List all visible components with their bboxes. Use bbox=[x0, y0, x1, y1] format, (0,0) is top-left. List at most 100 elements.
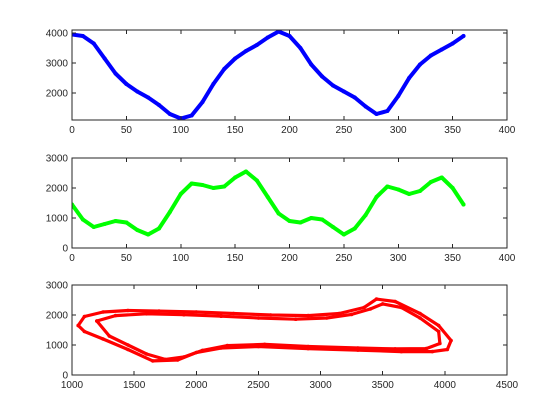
data-point bbox=[450, 41, 455, 46]
data-point bbox=[233, 175, 238, 180]
data-point bbox=[182, 355, 186, 359]
x-tick-label: 350 bbox=[444, 125, 461, 136]
data-point bbox=[146, 95, 151, 100]
data-point bbox=[363, 104, 368, 109]
x-tick-label: 1000 bbox=[61, 380, 84, 391]
data-point bbox=[244, 49, 248, 53]
data-layer bbox=[72, 169, 466, 237]
x-tick-label: 4500 bbox=[496, 380, 519, 391]
x-tick-label: 3500 bbox=[372, 380, 395, 391]
data-point bbox=[362, 305, 366, 310]
data-point bbox=[222, 184, 227, 189]
x-tick-label: 300 bbox=[390, 125, 407, 136]
data-point bbox=[211, 186, 216, 190]
data-point bbox=[436, 329, 441, 334]
series-3-1 bbox=[76, 297, 453, 363]
subplot-1: 0 50 100 150 200 250 300 350 400 2000 3000 4000 bbox=[46, 29, 516, 137]
data-point bbox=[222, 67, 227, 71]
y-tick-label: 4000 bbox=[46, 29, 69, 40]
x-tick-label: 300 bbox=[390, 253, 407, 264]
data-point bbox=[211, 82, 216, 86]
x-tick-label: 2000 bbox=[185, 380, 208, 391]
data-point bbox=[418, 316, 422, 320]
data-point bbox=[407, 76, 412, 80]
data-point bbox=[428, 53, 433, 58]
data-point bbox=[219, 314, 223, 319]
data-point bbox=[80, 34, 85, 38]
x-tick-label: 150 bbox=[227, 253, 244, 264]
data-point bbox=[363, 213, 368, 217]
data-point bbox=[430, 349, 435, 354]
data-point bbox=[194, 310, 199, 314]
x-tick-label: 200 bbox=[281, 125, 298, 136]
data-point bbox=[428, 180, 433, 184]
data-point bbox=[393, 299, 397, 304]
data-point bbox=[287, 219, 292, 223]
data-point bbox=[150, 359, 155, 363]
x-tick-label: 250 bbox=[336, 125, 353, 136]
data-point bbox=[178, 192, 183, 196]
y-tick-label: 2000 bbox=[46, 311, 69, 322]
data-point bbox=[399, 349, 404, 354]
data-layer bbox=[72, 30, 466, 120]
data-point bbox=[424, 346, 429, 351]
data-point bbox=[374, 112, 379, 116]
data-point bbox=[124, 220, 129, 225]
data-point bbox=[182, 312, 186, 317]
data-point bbox=[82, 329, 87, 334]
data-point bbox=[200, 183, 205, 187]
data-point bbox=[76, 323, 81, 328]
data-point bbox=[144, 312, 149, 316]
data-point bbox=[380, 302, 385, 306]
data-point bbox=[101, 337, 105, 341]
data-point bbox=[163, 357, 168, 362]
data-point bbox=[298, 46, 303, 50]
data-point bbox=[449, 338, 453, 343]
data-point bbox=[352, 95, 357, 100]
data-point bbox=[337, 311, 342, 316]
y-tick-label: 3000 bbox=[46, 154, 69, 165]
x-tick-label: 400 bbox=[499, 125, 516, 136]
x-tick-label: 3000 bbox=[309, 380, 332, 391]
data-point bbox=[306, 344, 310, 349]
data-point bbox=[101, 310, 105, 314]
data-point bbox=[374, 195, 379, 199]
data-point bbox=[82, 314, 87, 319]
data-point bbox=[293, 317, 298, 322]
data-point bbox=[102, 222, 107, 226]
x-tick-label: 0 bbox=[69, 125, 75, 136]
data-point bbox=[436, 323, 441, 328]
data-point bbox=[146, 232, 151, 237]
data-point bbox=[262, 342, 267, 347]
data-point bbox=[189, 113, 194, 118]
data-point bbox=[418, 189, 422, 193]
data-point bbox=[231, 311, 236, 316]
data-point bbox=[393, 347, 397, 351]
plot-area bbox=[72, 158, 507, 248]
subplot-3: 1000 1500 2000 2500 3000 3500 4000 450001000200… bbox=[46, 281, 519, 392]
data-point bbox=[396, 94, 401, 98]
data-point bbox=[320, 217, 325, 222]
data-point bbox=[439, 175, 444, 180]
data-point bbox=[276, 211, 281, 216]
data-point bbox=[341, 89, 346, 94]
data-point bbox=[200, 100, 205, 104]
data-point bbox=[135, 228, 140, 232]
x-tick-label: 100 bbox=[172, 125, 189, 136]
y-tick-label: 0 bbox=[62, 244, 68, 255]
data-point bbox=[157, 226, 161, 231]
y-tick-label: 2000 bbox=[46, 89, 69, 100]
data-point bbox=[167, 112, 172, 116]
data-point bbox=[461, 202, 466, 207]
data-point bbox=[91, 41, 96, 46]
data-point bbox=[309, 62, 314, 67]
data-point bbox=[341, 232, 346, 237]
data-point bbox=[445, 347, 450, 352]
data-point bbox=[385, 184, 390, 189]
data-point bbox=[225, 343, 230, 348]
data-point bbox=[356, 346, 360, 350]
x-tick-label: 250 bbox=[336, 253, 353, 264]
data-point bbox=[126, 308, 130, 313]
data-point bbox=[349, 312, 354, 317]
